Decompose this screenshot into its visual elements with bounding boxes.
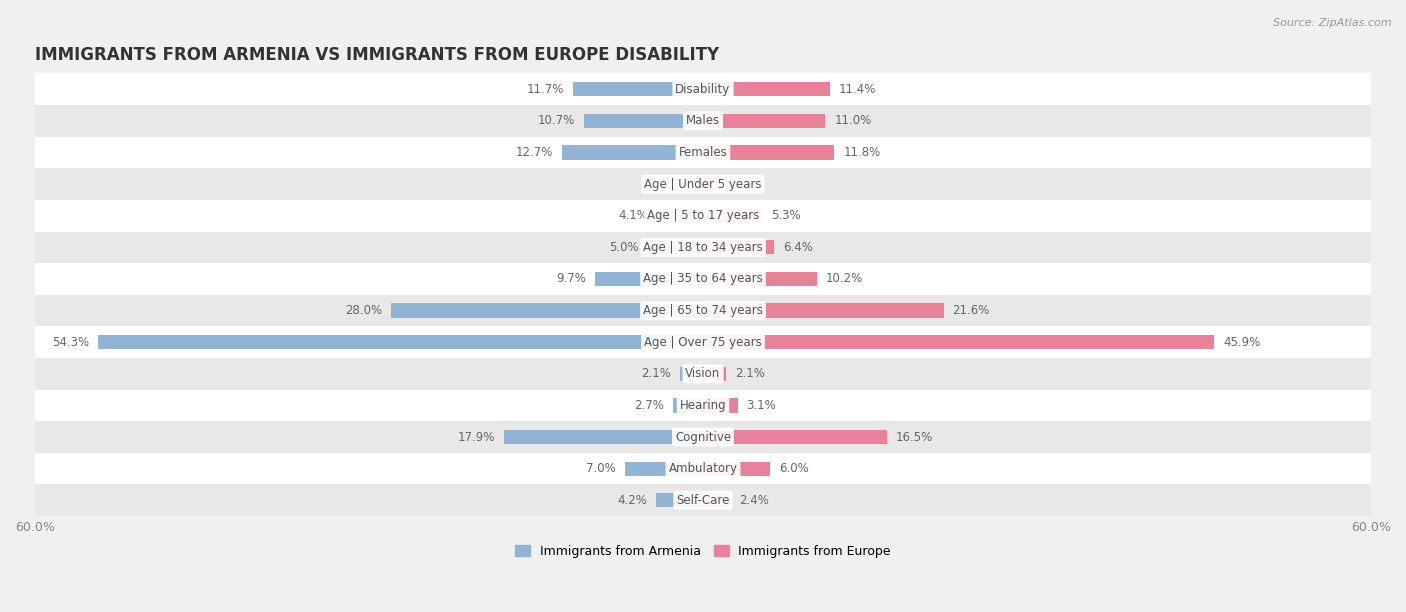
Text: 7.0%: 7.0% — [586, 462, 616, 475]
Text: 10.7%: 10.7% — [537, 114, 575, 127]
Text: Vision: Vision — [685, 367, 721, 380]
Bar — [703, 304, 943, 318]
Text: Age | Under 5 years: Age | Under 5 years — [644, 177, 762, 191]
Bar — [35, 326, 1371, 358]
Bar — [98, 335, 703, 349]
Bar — [35, 421, 1371, 453]
Text: Source: ZipAtlas.com: Source: ZipAtlas.com — [1274, 18, 1392, 28]
Bar — [679, 367, 703, 381]
Bar — [703, 398, 738, 412]
Bar — [703, 146, 834, 160]
Text: Females: Females — [679, 146, 727, 159]
Text: Males: Males — [686, 114, 720, 127]
Bar — [35, 136, 1371, 168]
Text: 9.7%: 9.7% — [557, 272, 586, 285]
Bar — [703, 335, 1213, 349]
Bar — [35, 390, 1371, 421]
Text: Hearing: Hearing — [679, 399, 727, 412]
Bar — [35, 168, 1371, 200]
Text: Age | 35 to 64 years: Age | 35 to 64 years — [643, 272, 763, 285]
Text: 11.8%: 11.8% — [844, 146, 880, 159]
Text: 2.4%: 2.4% — [738, 494, 769, 507]
Bar — [703, 430, 887, 444]
Text: 54.3%: 54.3% — [52, 336, 90, 349]
Text: 28.0%: 28.0% — [346, 304, 382, 317]
Bar — [703, 114, 825, 128]
Bar — [626, 461, 703, 476]
Text: 45.9%: 45.9% — [1223, 336, 1260, 349]
Text: Self-Care: Self-Care — [676, 494, 730, 507]
Bar — [658, 209, 703, 223]
Text: Age | Over 75 years: Age | Over 75 years — [644, 336, 762, 349]
Bar — [673, 398, 703, 412]
Text: 11.7%: 11.7% — [526, 83, 564, 96]
Bar — [35, 295, 1371, 326]
Bar — [657, 493, 703, 507]
Bar — [595, 272, 703, 286]
Text: Age | 65 to 74 years: Age | 65 to 74 years — [643, 304, 763, 317]
Text: 5.3%: 5.3% — [770, 209, 800, 222]
Bar — [703, 367, 727, 381]
Bar — [35, 105, 1371, 136]
Text: 17.9%: 17.9% — [457, 431, 495, 444]
Bar — [703, 461, 770, 476]
Text: 4.1%: 4.1% — [619, 209, 648, 222]
Legend: Immigrants from Armenia, Immigrants from Europe: Immigrants from Armenia, Immigrants from… — [510, 540, 896, 563]
Bar — [561, 146, 703, 160]
Text: 16.5%: 16.5% — [896, 431, 932, 444]
Text: 12.7%: 12.7% — [516, 146, 553, 159]
Bar — [695, 177, 703, 192]
Bar — [703, 82, 830, 97]
Text: 3.1%: 3.1% — [747, 399, 776, 412]
Bar — [391, 304, 703, 318]
Bar — [583, 114, 703, 128]
Bar — [35, 73, 1371, 105]
Bar — [703, 241, 775, 255]
Bar — [503, 430, 703, 444]
Text: 2.1%: 2.1% — [735, 367, 765, 380]
Bar — [35, 485, 1371, 516]
Bar — [35, 453, 1371, 485]
Text: IMMIGRANTS FROM ARMENIA VS IMMIGRANTS FROM EUROPE DISABILITY: IMMIGRANTS FROM ARMENIA VS IMMIGRANTS FR… — [35, 46, 718, 64]
Text: Ambulatory: Ambulatory — [668, 462, 738, 475]
Text: 1.3%: 1.3% — [727, 177, 756, 191]
Text: 11.0%: 11.0% — [834, 114, 872, 127]
Bar — [35, 231, 1371, 263]
Bar — [35, 358, 1371, 390]
Text: 6.4%: 6.4% — [783, 241, 813, 254]
Text: 21.6%: 21.6% — [952, 304, 990, 317]
Text: 11.4%: 11.4% — [839, 83, 876, 96]
Bar — [35, 200, 1371, 231]
Text: 0.76%: 0.76% — [648, 177, 686, 191]
Bar — [703, 177, 717, 192]
Bar — [703, 272, 817, 286]
Text: 5.0%: 5.0% — [609, 241, 638, 254]
Bar — [35, 263, 1371, 295]
Text: 2.1%: 2.1% — [641, 367, 671, 380]
Bar — [703, 209, 762, 223]
Text: 6.0%: 6.0% — [779, 462, 808, 475]
Text: Disability: Disability — [675, 83, 731, 96]
Bar — [703, 493, 730, 507]
Text: 2.7%: 2.7% — [634, 399, 664, 412]
Text: Age | 5 to 17 years: Age | 5 to 17 years — [647, 209, 759, 222]
Text: Age | 18 to 34 years: Age | 18 to 34 years — [643, 241, 763, 254]
Bar — [572, 82, 703, 97]
Text: Cognitive: Cognitive — [675, 431, 731, 444]
Text: 10.2%: 10.2% — [825, 272, 863, 285]
Text: 4.2%: 4.2% — [617, 494, 647, 507]
Bar — [647, 241, 703, 255]
